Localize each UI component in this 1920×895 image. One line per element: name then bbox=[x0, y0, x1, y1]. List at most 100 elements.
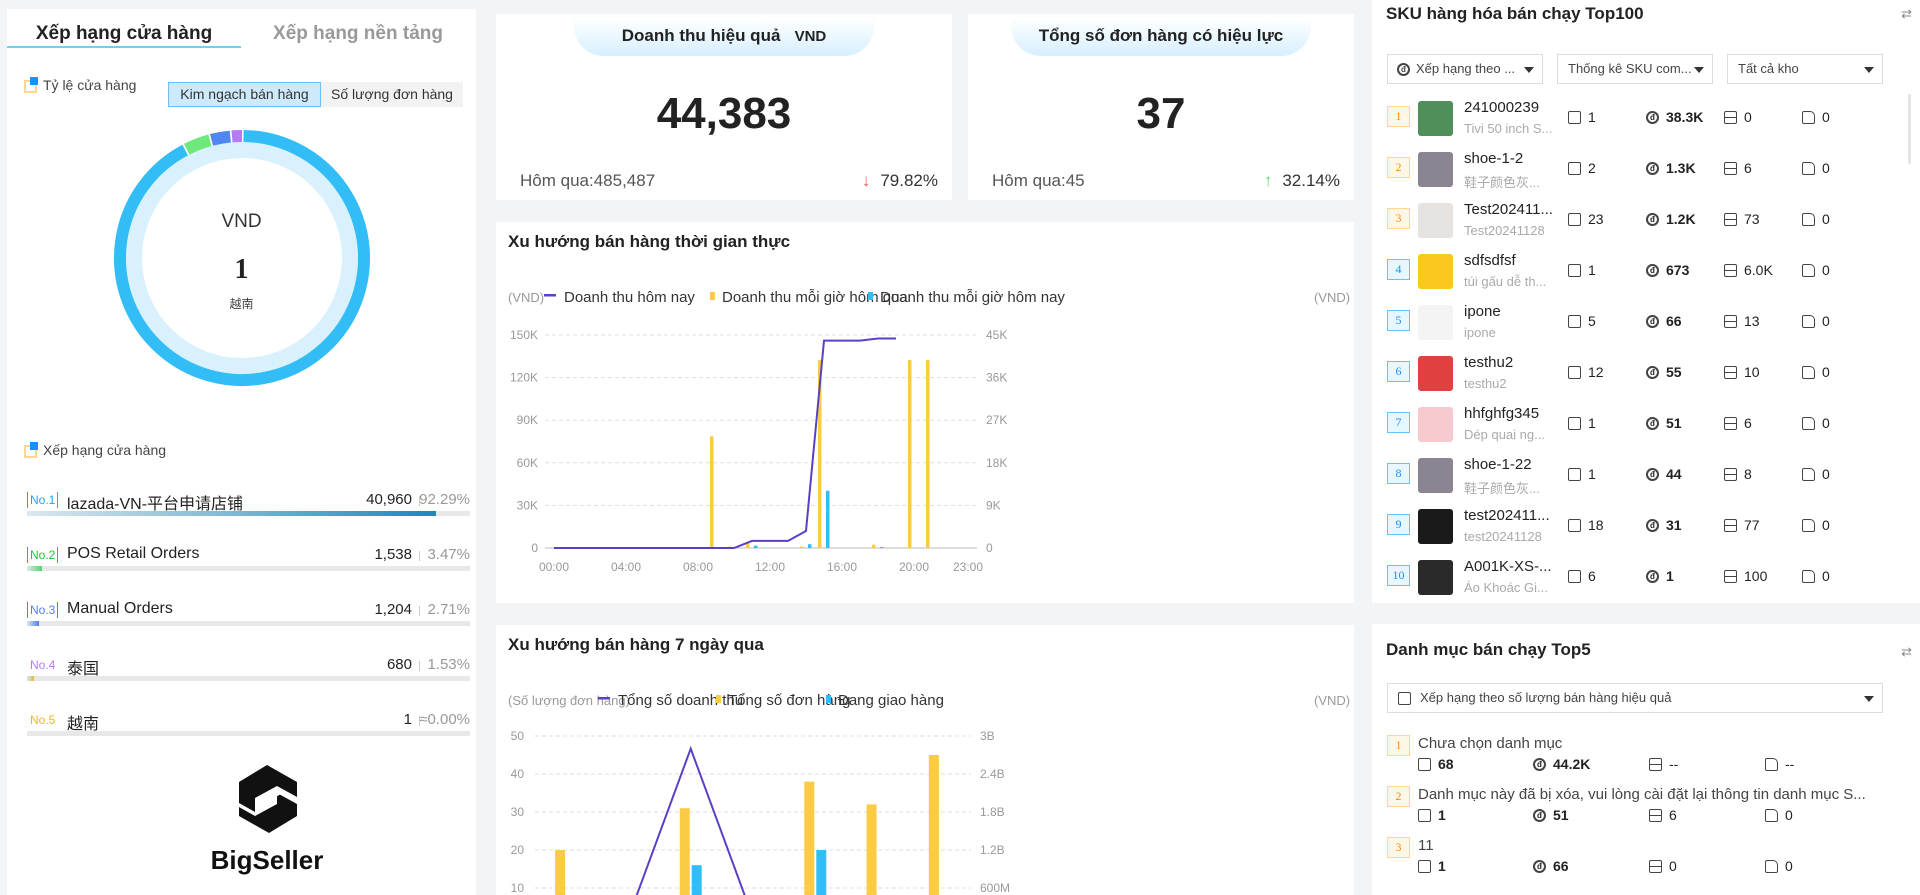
switch-icon[interactable]: ⇄ bbox=[1901, 6, 1912, 21]
kpi-orders-yesterday: Hôm qua:45 bbox=[992, 171, 1085, 190]
bar-total-orders[interactable] bbox=[804, 781, 815, 895]
line-total-revenue[interactable] bbox=[566, 745, 940, 895]
store-share-bar-fill bbox=[27, 511, 436, 516]
revenue-value: 31 bbox=[1666, 517, 1682, 533]
category-list-item[interactable]: 3 11 1 đ 66 0 0 bbox=[1372, 836, 1902, 884]
tab-platform-ranking[interactable]: Xếp hạng nền tảng bbox=[273, 23, 443, 44]
qty-value: 12 bbox=[1588, 364, 1604, 380]
bar-total-orders[interactable] bbox=[555, 850, 566, 895]
bar-today-hourly[interactable] bbox=[826, 490, 830, 548]
revenue-value: 44 bbox=[1666, 466, 1682, 482]
sku-list-item[interactable]: 8 shoe-1-22 鞋子颜色灰... 1 đ 44 8 0 bbox=[1372, 456, 1902, 504]
toggle-sales-amount[interactable]: Kim ngạch bán hàng bbox=[168, 82, 321, 107]
sku-list-item[interactable]: 5 ipone ipone 5 đ 66 13 0 bbox=[1372, 303, 1902, 351]
legend-label[interactable]: Doanh thu mỗi giờ hôm nay bbox=[880, 289, 1065, 306]
bar-yesterday-hourly[interactable] bbox=[746, 543, 750, 548]
transit-value: 0 bbox=[1822, 517, 1830, 533]
category-sort-dropdown[interactable]: Xếp hạng theo số lượng bán hàng hiệu quả bbox=[1387, 683, 1883, 713]
bar-today-hourly[interactable] bbox=[880, 547, 884, 548]
sku-product-name: Tivi 50 inch S... bbox=[1464, 121, 1553, 136]
qty-value: 18 bbox=[1588, 517, 1604, 533]
stock-value: 77 bbox=[1744, 517, 1760, 533]
coin-icon: đ bbox=[1646, 162, 1659, 175]
y-tick-left: 20 bbox=[511, 843, 525, 857]
cart-icon bbox=[1568, 264, 1581, 277]
bar-yesterday-hourly[interactable] bbox=[908, 360, 912, 548]
kpi-revenue-unit: VND bbox=[794, 28, 827, 45]
switch-icon[interactable]: ⇄ bbox=[1901, 644, 1912, 659]
bar-today-hourly[interactable] bbox=[808, 544, 812, 548]
revenue-value: 1.2K bbox=[1666, 211, 1696, 227]
store-sales-value: 1 bbox=[403, 711, 412, 728]
cart-icon bbox=[1568, 519, 1581, 532]
legend-label[interactable]: Doanh thu mỗi giờ hôm qua bbox=[722, 289, 908, 306]
sku-list-item[interactable]: 9 test202411... test20241128 18 đ 31 77 0 bbox=[1372, 507, 1902, 555]
bar-total-orders[interactable] bbox=[866, 804, 877, 895]
rank-number-badge: No.3 bbox=[27, 602, 59, 618]
sku-stat-dropdown[interactable]: Thống kê SKU com... bbox=[1557, 54, 1713, 84]
legend-label[interactable]: Tổng số đơn hàng bbox=[728, 692, 850, 709]
sku-product-name: Test20241128 bbox=[1464, 223, 1545, 238]
donut-segment[interactable] bbox=[114, 130, 370, 386]
bar-shipping[interactable] bbox=[816, 850, 827, 895]
bar-shipping[interactable] bbox=[691, 865, 702, 895]
category-name: Chưa chọn danh mục bbox=[1418, 735, 1563, 752]
sku-list-item[interactable]: 6 testhu2 testhu2 12 đ 55 10 0 bbox=[1372, 354, 1902, 402]
bar-yesterday-hourly[interactable] bbox=[710, 436, 714, 548]
rank-number-badge: No.2 bbox=[27, 547, 59, 563]
bigseller-logo-icon bbox=[239, 765, 297, 833]
y-tick-right: 2.4B bbox=[980, 767, 1005, 781]
legend-label[interactable]: Đang giao hàng bbox=[838, 692, 944, 709]
revenue-value: 673 bbox=[1666, 262, 1690, 278]
store-ratio-donut bbox=[114, 130, 370, 386]
sku-list-item[interactable]: 3 Test202411... Test20241128 23 đ 1.2K 73… bbox=[1372, 201, 1902, 249]
y-tick-left: 30 bbox=[511, 805, 525, 819]
arrow-down-icon: ↓ bbox=[861, 171, 871, 190]
cart-icon bbox=[1568, 417, 1581, 430]
cart-icon bbox=[1568, 366, 1581, 379]
warehouse-dropdown[interactable]: Tất cả kho bbox=[1727, 54, 1883, 84]
y-tick-right: 36K bbox=[986, 371, 1007, 385]
y-axis-left-label: (VND) bbox=[508, 290, 544, 305]
stock-value: 6 bbox=[1669, 807, 1677, 823]
truck-icon bbox=[1802, 417, 1815, 430]
revenue-value: 51 bbox=[1666, 415, 1682, 431]
revenue-value: 66 bbox=[1666, 313, 1682, 329]
bar-total-orders[interactable] bbox=[928, 755, 939, 895]
legend-label[interactable]: Doanh thu hôm nay bbox=[564, 289, 695, 306]
product-thumbnail bbox=[1418, 509, 1453, 544]
tab-store-ranking[interactable]: Xếp hạng cửa hàng bbox=[35, 23, 213, 44]
sku-name: testhu2 bbox=[1464, 354, 1514, 371]
sku-list-item[interactable]: 2 shoe-1-2 鞋子颜色灰... 2 đ 1.3K 6 0 bbox=[1372, 150, 1902, 198]
sku-list-item[interactable]: 7 hhfghfg345 Dép quai ng... 1 đ 51 6 0 bbox=[1372, 405, 1902, 453]
y-tick-right: 1.8B bbox=[980, 805, 1005, 819]
bar-yesterday-hourly[interactable] bbox=[800, 546, 804, 548]
y-tick-left: 120K bbox=[510, 371, 538, 385]
store-name: POS Retail Orders bbox=[67, 545, 200, 562]
store-sales-percent: 92.29% bbox=[419, 491, 470, 508]
category-list-item[interactable]: 1 Chưa chọn danh mục 68 đ 44.2K -- -- bbox=[1372, 734, 1902, 782]
donut-segment[interactable] bbox=[210, 130, 231, 146]
bar-yesterday-hourly[interactable] bbox=[926, 360, 930, 548]
bar-yesterday-hourly[interactable] bbox=[872, 544, 876, 548]
qty-value: 2 bbox=[1588, 160, 1596, 176]
transit-value: 0 bbox=[1822, 262, 1830, 278]
legend-label[interactable]: Tổng số doanh thu bbox=[618, 692, 743, 709]
legend-bar-swatch bbox=[710, 292, 715, 300]
bar-yesterday-hourly[interactable] bbox=[818, 360, 822, 548]
line-today-revenue[interactable] bbox=[554, 337, 896, 549]
donut-rank: 1 bbox=[234, 254, 249, 285]
stock-box-icon bbox=[1724, 519, 1737, 532]
sku-list-item[interactable]: 1 241000239 Tivi 50 inch S... 1 đ 38.3K 0… bbox=[1372, 99, 1902, 147]
legend-line-swatch bbox=[598, 697, 610, 700]
category-list-item[interactable]: 2 Danh mục này đã bị xóa, vui lòng cài đ… bbox=[1372, 785, 1902, 833]
bar-today-hourly[interactable] bbox=[754, 545, 758, 548]
sku-sort-dropdown[interactable]: đ Xếp hạng theo ... bbox=[1387, 54, 1543, 84]
donut-segment[interactable] bbox=[183, 134, 212, 155]
rank-badge: 4 bbox=[1387, 259, 1410, 280]
bar-total-orders[interactable] bbox=[679, 808, 690, 895]
toggle-order-count[interactable]: Số lượng đơn hàng bbox=[321, 82, 463, 107]
sku-list-scrollbar[interactable] bbox=[1908, 94, 1911, 164]
